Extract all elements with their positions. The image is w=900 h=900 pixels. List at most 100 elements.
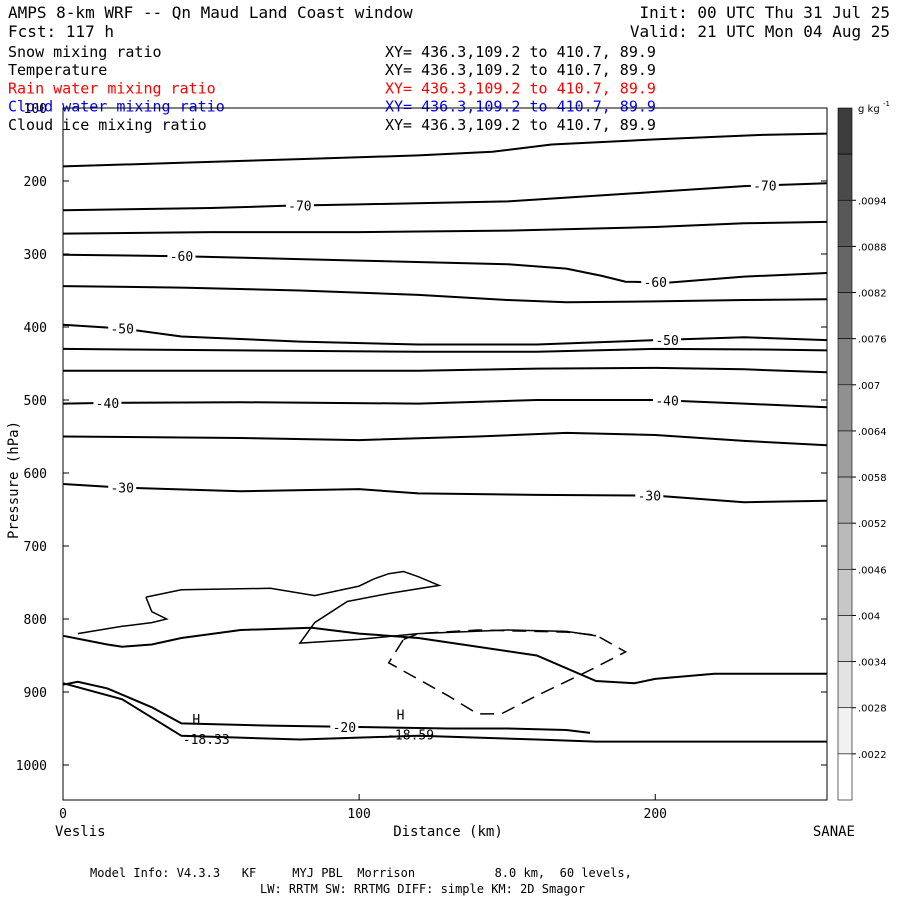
right-endpoint-label: SANAE bbox=[813, 824, 855, 840]
colorbar-swatch bbox=[837, 615, 853, 662]
isotherm-line bbox=[62, 323, 828, 346]
isotherm-label-bg bbox=[285, 198, 314, 213]
x-tick-label: 0 bbox=[59, 807, 67, 822]
model-physics: LW: RRTM SW: RRTMG DIFF: simple KM: 2D S… bbox=[260, 882, 585, 896]
isotherm-label-bg bbox=[641, 275, 670, 290]
field-coords: XY= 436.3,109.2 to 410.7, 89.9 bbox=[385, 98, 656, 116]
field-name: Cloud water mixing ratio bbox=[8, 98, 225, 116]
contour-labels: -70 -70 -60 -60 -50 -50 -40 -40 -30 -30 -20 H -18.33… bbox=[93, 178, 779, 748]
field-name: Rain water mixing ratio bbox=[8, 79, 216, 97]
colorbar-swatch bbox=[837, 569, 853, 616]
y-tick-label: 100 bbox=[24, 102, 47, 117]
y-tick-label: 700 bbox=[24, 540, 47, 555]
isotherm-line bbox=[63, 366, 828, 374]
mixing-ratio-contour bbox=[77, 596, 169, 635]
colorbar-unit: g kg bbox=[858, 104, 880, 115]
isotherm-label: -30 bbox=[110, 482, 133, 497]
colorbar-swatch bbox=[837, 199, 853, 247]
x-tick-label: 100 bbox=[347, 807, 370, 822]
colorbar-label: .0094 bbox=[858, 196, 887, 207]
chart-title: AMPS 8-km WRF -- Qn Maud Land Coast wind… bbox=[8, 3, 413, 22]
field-name: Snow mixing ratio bbox=[8, 43, 162, 61]
colorbar-label: .0046 bbox=[858, 565, 887, 576]
colorbar-label: .0034 bbox=[858, 658, 887, 669]
isotherm-line bbox=[62, 220, 828, 235]
colorbar-label: .0076 bbox=[858, 335, 887, 346]
colorbar-swatch bbox=[837, 246, 853, 293]
colorbar-swatch bbox=[837, 153, 853, 201]
colorbar-label: .004 bbox=[858, 611, 880, 622]
isotherm-label-bg bbox=[635, 488, 664, 503]
isotherm-line bbox=[62, 285, 828, 304]
colorbar-label: .0064 bbox=[858, 427, 887, 438]
isotherm-label-bg bbox=[653, 332, 682, 347]
colorbar-label: .0022 bbox=[858, 750, 887, 761]
colorbar-swatch bbox=[837, 292, 853, 339]
isotherm-label-bg bbox=[653, 393, 682, 408]
isotherm-line bbox=[62, 680, 591, 734]
y-axis-label: Pressure (hPa) bbox=[6, 421, 22, 539]
isotherm-label: -40 bbox=[655, 394, 678, 409]
left-endpoint-label: Veslis bbox=[55, 824, 106, 840]
high-value: -18.59 bbox=[387, 729, 434, 744]
y-tick-label: 600 bbox=[24, 467, 47, 482]
y-tick-label: 1000 bbox=[16, 759, 47, 774]
isotherm-label: -60 bbox=[170, 250, 193, 265]
isotherm-label-bg bbox=[167, 249, 196, 264]
colorbar: g kg -1 .0094 .0088 .0082 .0076 .007 .0064 .00… bbox=[837, 100, 890, 801]
valid-time: Valid: 21 UTC Mon 04 Aug 25 bbox=[630, 22, 890, 41]
axes: 100 200 300 400 500 600 700 800 900 1000 0 100 200 bbox=[16, 102, 827, 822]
colorbar-swatch bbox=[837, 522, 853, 570]
high-marker: H bbox=[397, 709, 405, 724]
isotherm-label-bg bbox=[108, 480, 137, 495]
isotherm-label: -60 bbox=[644, 276, 667, 291]
field-legend: Snow mixing ratio XY= 436.3,109.2 to 410.… bbox=[8, 43, 656, 134]
field-coords: XY= 436.3,109.2 to 410.7, 89.9 bbox=[385, 43, 656, 61]
isotherm-label-bg bbox=[750, 178, 779, 193]
isotherm-label: -50 bbox=[110, 322, 133, 337]
colorbar-label: .0088 bbox=[858, 242, 887, 253]
y-tick-label: 500 bbox=[24, 394, 47, 409]
isotherm-line bbox=[62, 182, 828, 212]
colorbar-label: .0052 bbox=[858, 519, 887, 530]
colorbar-label: .007 bbox=[858, 381, 880, 392]
colorbar-swatch bbox=[837, 338, 853, 386]
y-tick-label: 900 bbox=[24, 686, 47, 701]
isotherm-label: -50 bbox=[655, 334, 678, 349]
isotherm-line bbox=[62, 483, 828, 504]
isotherm-label-bg bbox=[108, 321, 137, 336]
x-axis-label: Distance (km) bbox=[393, 824, 503, 840]
isotherm-line bbox=[62, 399, 828, 409]
isotherm-line bbox=[62, 431, 828, 447]
isotherm-label: -20 bbox=[333, 721, 356, 736]
isotherm-line bbox=[62, 253, 828, 284]
y-tick-label: 400 bbox=[24, 321, 47, 336]
colorbar-swatch bbox=[837, 384, 853, 432]
model-info: Model Info: V4.3.3 KF MYJ PBL Morrison 8… bbox=[90, 866, 632, 880]
high-marker: H bbox=[192, 713, 200, 728]
header: AMPS 8-km WRF -- Qn Maud Land Coast wind… bbox=[8, 3, 890, 41]
high-value: -18.33 bbox=[183, 733, 230, 748]
x-tick-label: 200 bbox=[644, 807, 667, 822]
colorbar-unit-exponent: -1 bbox=[883, 100, 890, 108]
contour-layer bbox=[62, 132, 828, 743]
isotherm-label: -40 bbox=[96, 397, 119, 412]
isotherm-label-bg bbox=[93, 395, 122, 410]
y-tick-label: 800 bbox=[24, 613, 47, 628]
colorbar-label: .0082 bbox=[858, 289, 887, 300]
field-coords: XY= 436.3,109.2 to 410.7, 89.9 bbox=[385, 116, 656, 134]
colorbar-swatch bbox=[837, 107, 853, 155]
isotherm-line bbox=[62, 132, 828, 168]
colorbar-swatch bbox=[837, 430, 853, 478]
field-name: Cloud ice mixing ratio bbox=[8, 116, 207, 134]
field-coords: XY= 436.3,109.2 to 410.7, 89.9 bbox=[385, 79, 656, 97]
colorbar-label: .0028 bbox=[858, 704, 887, 715]
isotherm-line bbox=[62, 682, 827, 743]
y-tick-label: 200 bbox=[24, 175, 47, 190]
init-time: Init: 00 UTC Thu 31 Jul 25 bbox=[640, 3, 890, 22]
isotherm-label: -70 bbox=[288, 200, 311, 215]
colorbar-swatch bbox=[837, 753, 853, 801]
isotherm-label: -70 bbox=[753, 179, 776, 194]
